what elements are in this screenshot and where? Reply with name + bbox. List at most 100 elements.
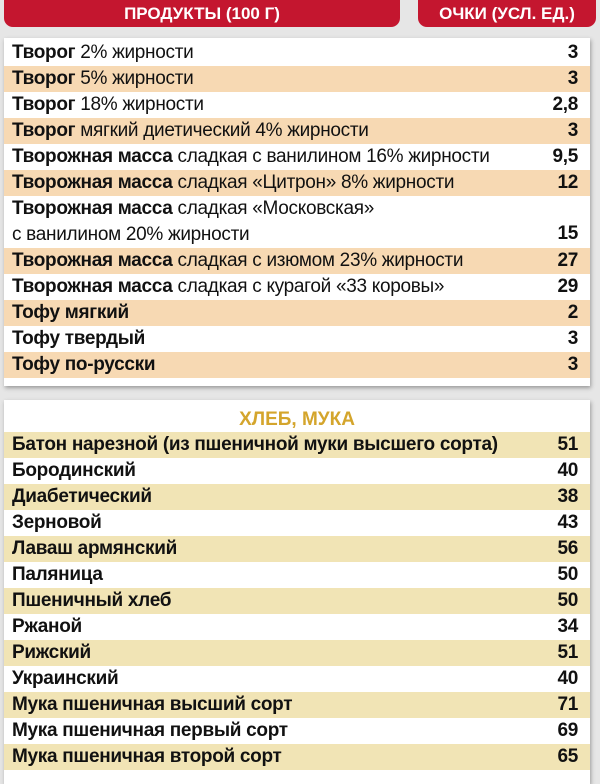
product-name: Рижский — [12, 642, 91, 663]
points-value: 51 — [557, 434, 578, 455]
bread-panel: ХЛЕБ, МУКА Батон нарезной (из пшеничной … — [4, 400, 590, 784]
product-name: Диабетический — [12, 486, 152, 507]
table-row: Мука пшеничная высший сорт 71 — [4, 692, 590, 718]
product-bold: Творожная масса — [12, 146, 173, 167]
table-row: Творог 18% жирности 2,8 — [4, 92, 590, 118]
product-bold: Тофу мягкий — [12, 302, 129, 323]
table-row: Мука пшеничная первый сорт 69 — [4, 718, 590, 744]
points-value: 38 — [557, 486, 578, 507]
product-bold: Творожная масса — [12, 250, 173, 271]
product-name: Творожная масса сладкая с курагой «33 ко… — [12, 276, 444, 298]
product-detail-2: с ванилином 20% жирности — [12, 224, 250, 245]
points-value: 3 — [567, 120, 579, 141]
product-name: Творожная масса сладкая «Цитрон» 8% жирн… — [12, 172, 454, 194]
points-value: 34 — [557, 616, 578, 637]
product-bold: Творог — [12, 68, 76, 89]
section-title: ХЛЕБ, МУКА — [239, 409, 355, 430]
points-value: 3 — [567, 354, 579, 375]
points-value: 40 — [557, 460, 578, 481]
table-row: Творог 2% жирности 3 — [4, 40, 590, 66]
product-bold: Творог — [12, 42, 76, 63]
points-value: 29 — [557, 276, 578, 297]
table-row: Творог мягкий диетический 4% жирности 3 — [4, 118, 590, 144]
product-name: Творог 5% жирности — [12, 68, 194, 90]
points-value: 2 — [567, 302, 579, 323]
table-row: Диабетический 38 — [4, 484, 590, 510]
points-value: 15 — [557, 223, 578, 244]
product-bold: Тофу по-русски — [12, 354, 156, 375]
points-value: 65 — [557, 746, 578, 767]
product-bold: Творожная масса — [12, 276, 173, 297]
product-detail: сладкая «Цитрон» 8% жирности — [172, 172, 455, 193]
table-row: Творог 5% жирности 3 — [4, 66, 590, 92]
product-name: Украинский — [12, 668, 119, 689]
table-row: Творожная масса сладкая с курагой «33 ко… — [4, 274, 590, 300]
points-value: 43 — [557, 512, 578, 533]
product-detail: сладкая с ванилином 16% жирности — [172, 146, 490, 167]
product-name: Паляница — [12, 564, 103, 585]
product-name: Творог 18% жирности — [12, 94, 204, 116]
points-value: 12 — [557, 172, 578, 193]
product-bold: Творог — [12, 120, 76, 141]
product-name: Творожная масса сладкая с изюмом 23% жир… — [12, 250, 463, 272]
table-row: Зерновой 43 — [4, 510, 590, 536]
product-name: Лаваш армянский — [12, 538, 177, 559]
points-value: 50 — [557, 590, 578, 611]
product-bold: Творог — [12, 94, 76, 115]
table-row: Украинский 40 — [4, 666, 590, 692]
product-detail: сладкая с курагой «33 коровы» — [172, 276, 445, 297]
points-column-header: ОЧКИ (УСЛ. ЕД.) — [418, 0, 596, 27]
table-row: Батон нарезной (из пшеничной муки высшег… — [4, 432, 590, 458]
points-value: 3 — [567, 42, 579, 63]
table-row: Лаваш армянский 56 — [4, 536, 590, 562]
product-name: Творожная масса сладкая «Московская» с ва… — [12, 196, 374, 245]
product-name: Бородинский — [12, 460, 136, 481]
product-name: Мука пшеничная высший сорт — [12, 694, 293, 715]
product-bold: Творожная масса — [12, 172, 173, 193]
dairy-panel: Творог 2% жирности 3 Творог 5% жирности 3 Тв… — [4, 38, 590, 386]
product-name: Мука пшеничная первый сорт — [12, 720, 288, 741]
table-row: Рижский 51 — [4, 640, 590, 666]
points-value: 27 — [557, 250, 578, 271]
points-value: 50 — [557, 564, 578, 585]
product-name: Тофу по-русски — [12, 354, 156, 376]
table-row: Творожная масса сладкая с изюмом 23% жир… — [4, 248, 590, 274]
table-row: Тофу мягкий 2 — [4, 300, 590, 326]
table-row: Паляница 50 — [4, 562, 590, 588]
table-row: Ржаной 34 — [4, 614, 590, 640]
product-detail: 5% жирности — [75, 68, 194, 89]
table-row: Мука пшеничная второй сорт 65 — [4, 744, 590, 770]
points-value: 71 — [557, 694, 578, 715]
product-name: Творожная масса сладкая с ванилином 16% … — [12, 146, 490, 168]
product-detail: мягкий диетический 4% жирности — [75, 120, 369, 141]
points-value: 56 — [557, 538, 578, 559]
product-detail: 18% жирности — [75, 94, 204, 115]
table-row: Творожная масса сладкая «Цитрон» 8% жирн… — [4, 170, 590, 196]
table-row: Пшеничный хлеб 50 — [4, 588, 590, 614]
table-row: Творожная масса сладкая с ванилином 16% … — [4, 144, 590, 170]
product-name: Ржаной — [12, 616, 82, 637]
points-value: 3 — [567, 68, 579, 89]
points-value: 2,8 — [552, 94, 578, 115]
table-row: Тофу твердый 3 — [4, 326, 590, 352]
product-detail: сладкая с изюмом 23% жирности — [172, 250, 464, 271]
table-row: Тофу по-русски 3 — [4, 352, 590, 378]
product-bold: Тофу твердый — [12, 328, 146, 349]
product-name: Пшеничный хлеб — [12, 590, 172, 611]
products-column-header: ПРОДУКТЫ (100 Г) — [4, 0, 400, 27]
table-row: Творожная масса сладкая «Московская» с ва… — [4, 196, 590, 248]
points-value: 69 — [557, 720, 578, 741]
product-detail: сладкая «Московская» — [172, 198, 375, 219]
product-name: Тофу твердый — [12, 328, 145, 350]
points-value: 40 — [557, 668, 578, 689]
points-value: 51 — [557, 642, 578, 663]
product-name: Зерновой — [12, 512, 102, 533]
product-name: Мука пшеничная второй сорт — [12, 746, 282, 767]
product-name: Тофу мягкий — [12, 302, 129, 324]
product-name: Батон нарезной (из пшеничной муки высшег… — [12, 434, 498, 455]
points-value: 9,5 — [552, 146, 578, 167]
product-bold: Творожная масса — [12, 198, 173, 219]
points-value: 3 — [567, 328, 579, 349]
table-row: Бородинский 40 — [4, 458, 590, 484]
product-name: Творог мягкий диетический 4% жирности — [12, 120, 369, 142]
